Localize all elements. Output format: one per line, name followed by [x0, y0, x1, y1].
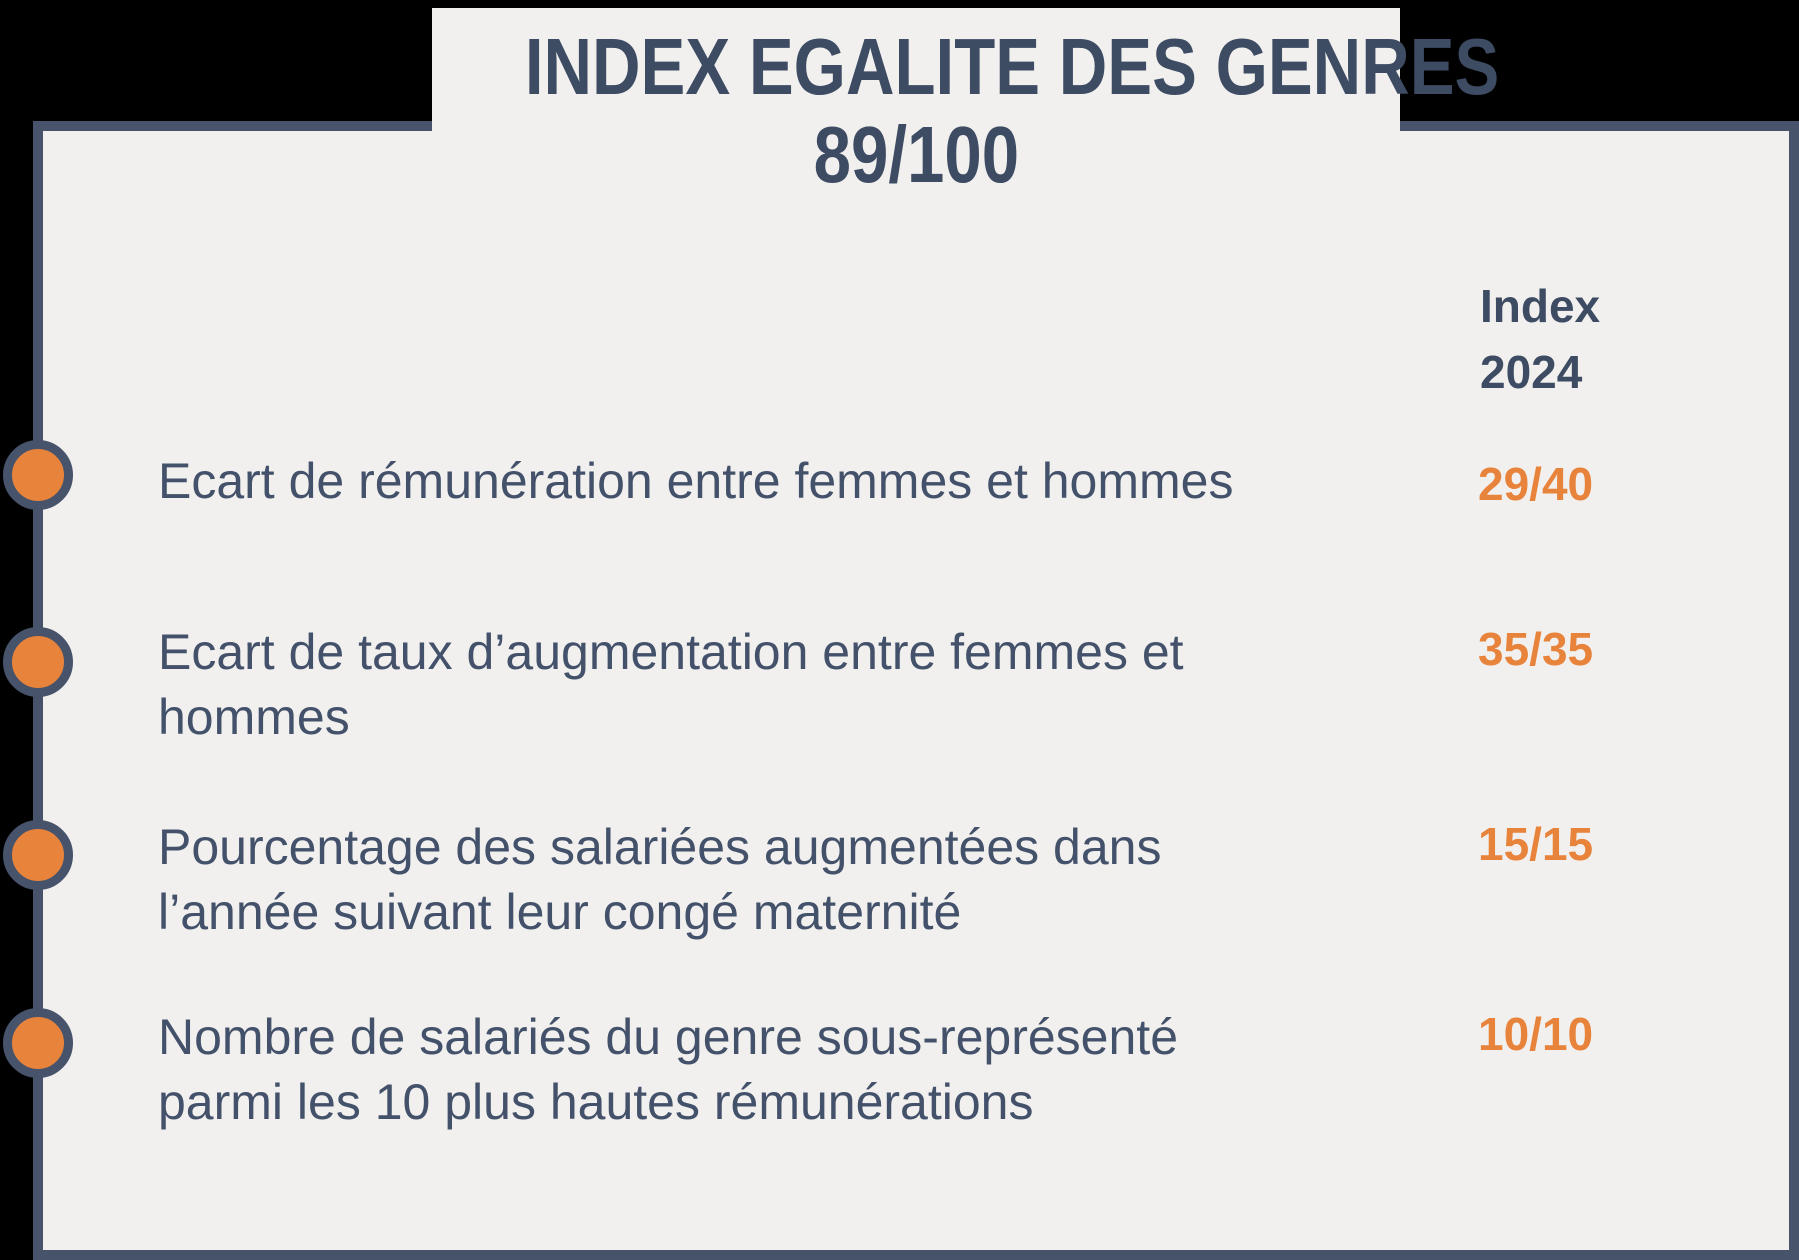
row-score: 10/10	[1478, 1008, 1594, 1060]
bullet-circle-icon	[3, 627, 73, 697]
bullet-circle-icon	[3, 820, 73, 890]
row-label: Ecart de taux d’augmentation entre femme…	[158, 624, 1184, 745]
overall-score: 89/100	[813, 110, 1019, 199]
row-label: Ecart de rémunération entre femmes et ho…	[158, 453, 1234, 509]
row-score: 35/35	[1478, 623, 1594, 675]
bullet-circle-icon	[3, 1008, 73, 1078]
row-label: Pourcentage des salariées augmentées dan…	[158, 819, 1162, 940]
column-header-index-2024: Index 2024	[1480, 280, 1601, 398]
bullet-circle-icon	[3, 440, 73, 510]
row-label: Nombre de salariés du genre sous-représe…	[158, 1009, 1178, 1130]
page-title: INDEX EGALITE DES GENRES	[524, 22, 1500, 111]
row-score: 15/15	[1478, 818, 1594, 870]
index-card	[33, 121, 1799, 1260]
title-banner: INDEX EGALITE DES GENRES 89/100	[432, 8, 1499, 208]
row-score: 29/40	[1478, 458, 1594, 510]
